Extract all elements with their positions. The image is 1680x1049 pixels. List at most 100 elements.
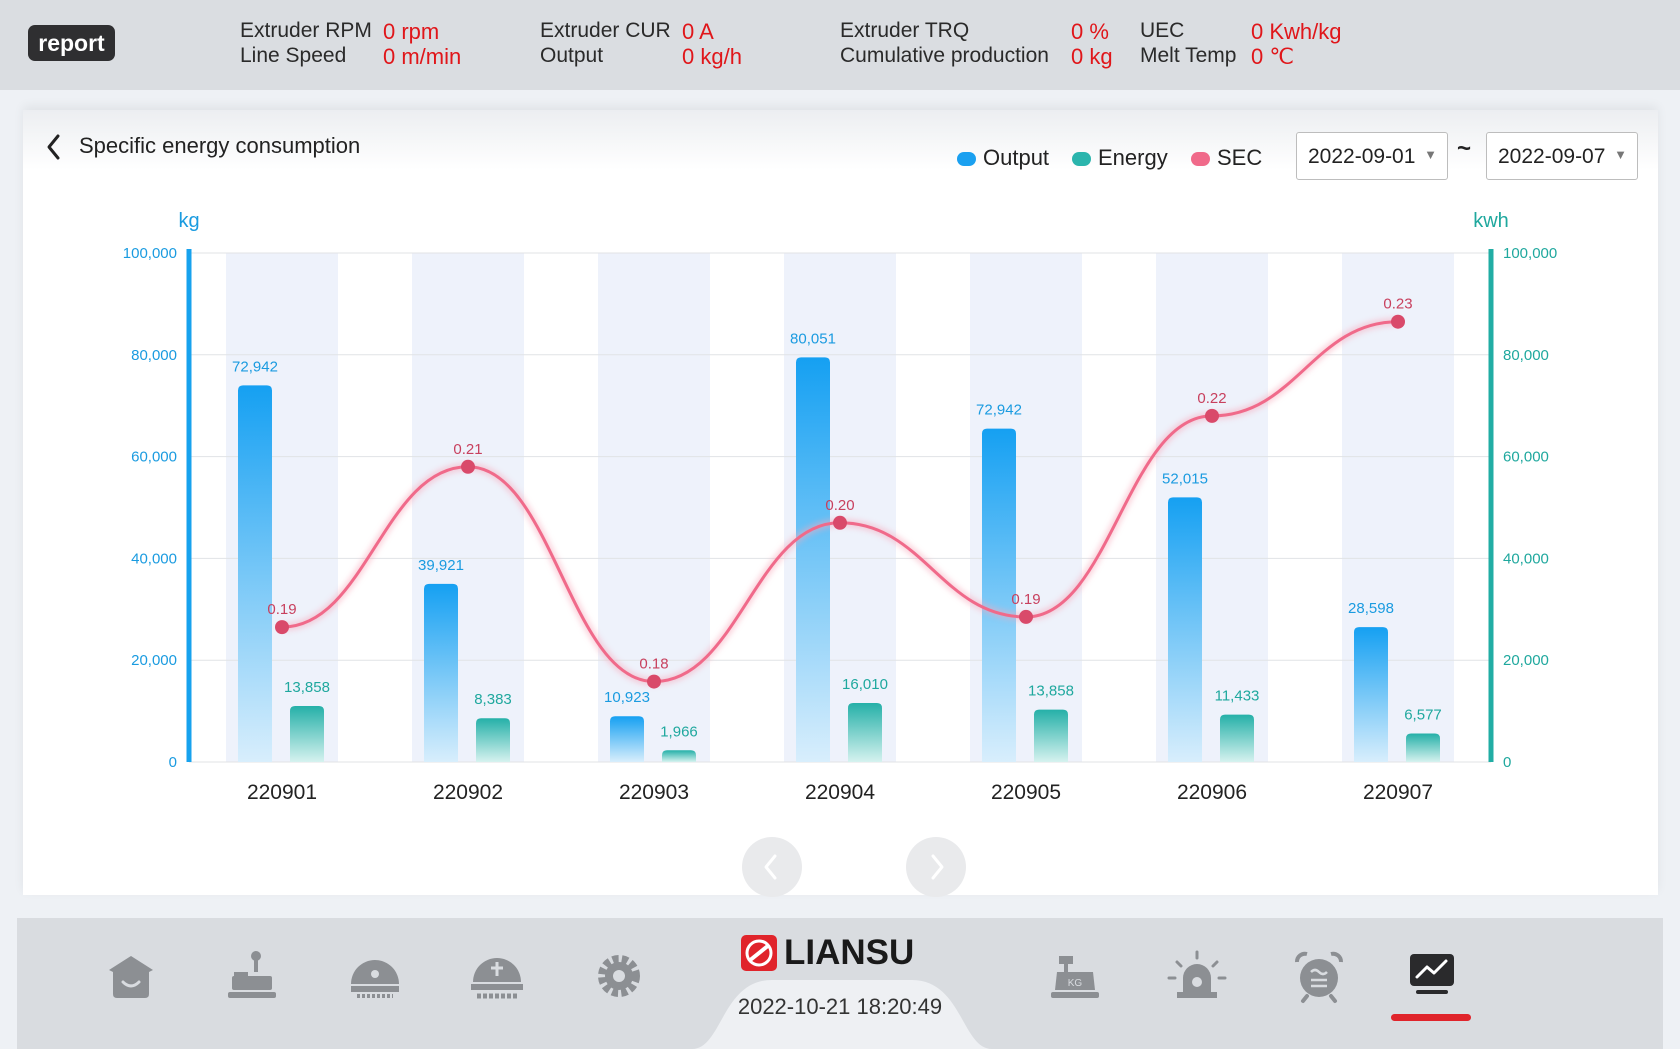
energy-bar [1034,709,1068,762]
stat-label: UEC [1140,19,1185,42]
stat-value: 0 rpm [383,19,440,44]
y-axis-label-left: kg [178,210,199,232]
svg-text:KG: KG [1068,978,1083,989]
nav-extruder-button[interactable] [343,948,407,1004]
energy-data-label: 13,858 [284,679,330,696]
sec-point [647,674,661,689]
settings-icon [598,955,640,997]
caret-down-icon: ▼ [1424,147,1437,162]
y-tick-label-right: 100,000 [1503,245,1557,262]
stat-value: 0 kg [1071,44,1113,69]
stat-value: 0 % [1071,19,1109,44]
screw-gauge-icon [471,958,523,999]
caret-down-icon: ▼ [1614,147,1627,162]
sec-point [833,515,847,530]
x-tick-label: 220902 [433,781,503,804]
x-tick-label: 220904 [805,781,875,804]
nav-settings-button[interactable] [587,948,651,1004]
nav-weighing-button[interactable]: KG [1043,948,1107,1004]
legend-swatch [957,152,976,166]
legend-swatch [1072,152,1091,166]
y-tick-label-right: 20,000 [1503,652,1549,669]
legend-label: Output [983,145,1050,170]
stat-value: 0 kg/h [682,44,742,69]
y-tick-label-left: 20,000 [131,652,177,669]
x-tick-label: 220907 [1363,781,1433,804]
stat-label: Extruder RPM [240,19,372,42]
y-tick-label-left: 60,000 [131,449,177,466]
output-bar [796,357,830,762]
y-tick-label-left: 100,000 [123,245,177,262]
legend-label: SEC [1217,145,1263,170]
energy-bar [290,706,324,762]
report-button[interactable]: report [28,25,115,61]
nav-alarm-clock-button[interactable] [1287,948,1351,1004]
y-tick-label-right: 80,000 [1503,347,1549,364]
brand-name: LIANSU [784,933,915,972]
x-tick-label: 220901 [247,781,317,804]
chevron-left-icon [764,854,777,880]
stat-label: Line Speed [240,44,347,67]
chevron-right-icon [931,854,944,880]
y-tick-label-right: 60,000 [1503,449,1549,466]
liansu-logo-icon [741,935,777,971]
stat-value: 0 m/min [383,44,462,69]
output-data-label: 39,921 [418,557,464,574]
output-data-label: 28,598 [1348,600,1394,617]
energy-bar [662,750,696,762]
sec-point [461,459,475,474]
energy-data-label: 8,383 [474,691,512,708]
energy-bar [1406,733,1440,762]
extruder-gauge-icon [351,960,399,998]
y-tick-label-right: 0 [1503,754,1511,771]
output-data-label: 80,051 [790,330,836,347]
sec-data-label: 0.18 [639,656,668,673]
sec-data-label: 0.22 [1197,390,1226,407]
nav-trend-button[interactable] [1400,948,1464,1004]
sec-data-label: 0.19 [267,601,296,618]
date-to-select[interactable]: 2022-09-07 ▼ [1486,132,1638,180]
energy-data-label: 16,010 [842,676,888,693]
stat-label: Extruder CUR [540,19,671,42]
output-bar [1168,497,1202,762]
output-data-label: 72,942 [976,402,1022,419]
x-tick-label: 220906 [1177,781,1247,804]
home-icon [109,956,153,998]
output-bar [610,716,644,762]
energy-data-label: 11,433 [1215,688,1260,705]
energy-data-label: 13,858 [1028,683,1074,700]
output-bar [238,385,272,762]
energy-bar [1220,714,1254,762]
y-tick-label-left: 40,000 [131,550,177,567]
y-tick-label-left: 80,000 [131,347,177,364]
nav-screw-button[interactable] [465,948,529,1004]
active-tab-indicator [1391,1014,1471,1021]
date-from-select[interactable]: 2022-09-01 ▼ [1296,132,1448,180]
x-tick-label: 220903 [619,781,689,804]
feeder-icon [228,951,276,998]
nav-feeder-button[interactable] [220,948,284,1004]
nav-home-button[interactable] [99,948,163,1004]
sec-data-label: 0.20 [825,497,854,514]
nav-alarm-siren-button[interactable] [1165,948,1229,1004]
energy-bar [476,718,510,762]
stat-label: Cumulative production [840,44,1049,67]
x-tick-label: 220905 [991,781,1061,804]
brand-logo: LIANSU [741,933,951,973]
sec-point [1391,314,1405,329]
output-bar [424,583,458,762]
date-from-value: 2022-09-01 [1308,145,1416,168]
status-bar: report Extruder RPM 0 rpm Line Speed 0 m… [0,0,1680,90]
energy-data-label: 6,577 [1404,706,1442,723]
sec-data-label: 0.23 [1383,296,1412,313]
stat-label: Output [540,44,604,67]
alarm-clock-icon [1295,951,1343,1003]
current-datetime: 2022-10-21 18:20:49 [737,994,943,1019]
legend-label: Energy [1098,145,1168,170]
output-bar [1354,627,1388,762]
prev-page-button[interactable] [742,837,802,897]
chevron-left-icon[interactable] [43,132,65,162]
legend-swatch [1191,152,1210,166]
date-to-value: 2022-09-07 [1498,145,1606,168]
next-page-button[interactable] [906,837,966,897]
